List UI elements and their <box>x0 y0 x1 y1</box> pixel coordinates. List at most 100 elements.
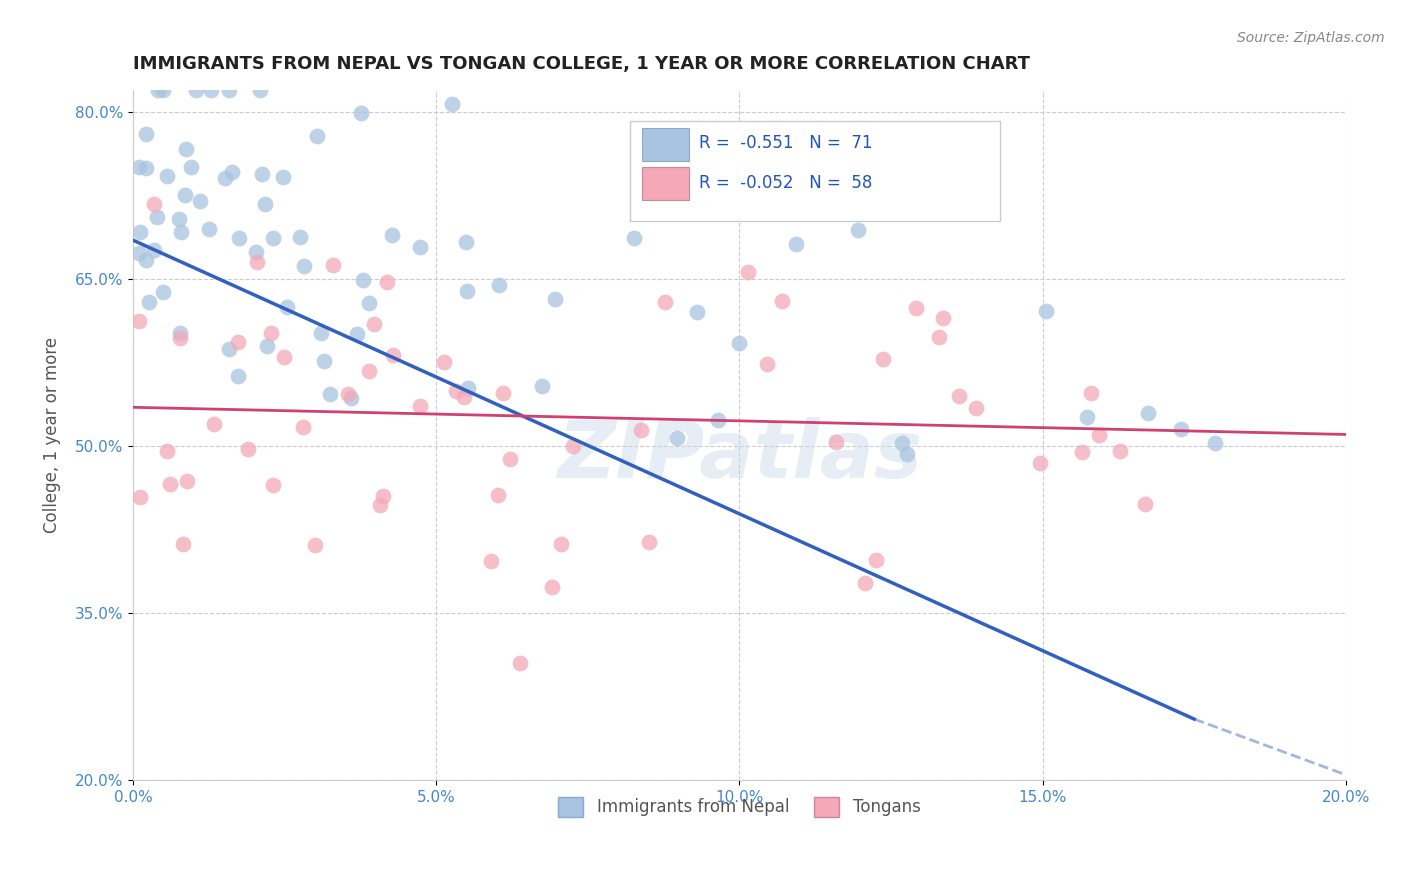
Point <box>226 369 249 384</box>
Point <box>309 326 332 341</box>
Point <box>174 142 197 156</box>
Point <box>965 401 987 416</box>
Text: ZIPatlas: ZIPatlas <box>557 417 922 495</box>
Point <box>686 305 709 319</box>
Point <box>128 160 150 174</box>
Point <box>169 326 191 340</box>
Point <box>544 292 567 306</box>
FancyBboxPatch shape <box>643 128 689 161</box>
Point <box>770 294 793 309</box>
Point <box>253 197 276 211</box>
Point <box>1071 445 1094 459</box>
Point <box>340 391 363 405</box>
Point <box>249 83 271 97</box>
Point <box>322 258 344 272</box>
Point <box>488 277 510 292</box>
Point <box>200 83 222 97</box>
Point <box>666 431 689 445</box>
Point <box>138 294 160 309</box>
Point <box>350 105 373 120</box>
Point <box>456 235 478 250</box>
Point <box>825 435 848 450</box>
Point <box>312 353 335 368</box>
Point <box>156 169 179 183</box>
Point <box>865 553 887 567</box>
Point <box>142 243 165 257</box>
Point <box>176 475 198 489</box>
Point <box>562 439 585 453</box>
Point <box>456 284 478 298</box>
Point <box>368 498 391 512</box>
Point <box>1076 410 1098 425</box>
Point <box>184 83 207 97</box>
Point <box>214 171 236 186</box>
Point <box>226 335 249 350</box>
Point <box>304 538 326 552</box>
Point <box>159 476 181 491</box>
Point <box>904 301 927 315</box>
Point <box>128 490 150 504</box>
Point <box>550 537 572 551</box>
Point <box>1109 444 1132 458</box>
Point <box>756 357 779 371</box>
Point <box>180 160 202 174</box>
Point <box>1080 385 1102 400</box>
Point <box>262 478 284 492</box>
Point <box>319 387 342 401</box>
Point <box>444 384 467 399</box>
Point <box>853 575 876 590</box>
Point <box>143 197 166 211</box>
Point <box>479 554 502 568</box>
Point <box>307 129 329 144</box>
Point <box>146 83 169 97</box>
Point <box>273 351 295 365</box>
Point <box>260 326 283 340</box>
Point <box>896 448 918 462</box>
Point <box>128 226 150 240</box>
Point <box>453 390 475 404</box>
Point <box>228 231 250 245</box>
Point <box>172 536 194 550</box>
Point <box>375 275 398 289</box>
Point <box>357 296 380 310</box>
Point <box>188 194 211 208</box>
Point <box>499 452 522 467</box>
Point <box>337 387 360 401</box>
Point <box>1133 497 1156 511</box>
Text: IMMIGRANTS FROM NEPAL VS TONGAN COLLEGE, 1 YEAR OR MORE CORRELATION CHART: IMMIGRANTS FROM NEPAL VS TONGAN COLLEGE,… <box>134 55 1031 73</box>
Point <box>352 273 374 287</box>
Point <box>170 225 193 239</box>
Point <box>271 169 294 184</box>
Point <box>146 210 169 224</box>
Point <box>256 339 278 353</box>
Point <box>128 246 150 260</box>
Point <box>167 212 190 227</box>
Point <box>637 535 659 549</box>
Point <box>1136 406 1159 420</box>
Point <box>152 83 174 97</box>
Point <box>654 295 676 310</box>
Point <box>948 389 970 403</box>
Point <box>409 399 432 413</box>
Point <box>156 444 179 458</box>
Point <box>1204 436 1226 450</box>
Point <box>846 223 869 237</box>
Point <box>381 227 404 242</box>
Point <box>291 420 314 434</box>
Point <box>221 165 243 179</box>
Point <box>135 161 157 176</box>
Point <box>381 349 404 363</box>
Point <box>202 417 225 432</box>
Y-axis label: College, 1 year or more: College, 1 year or more <box>44 337 60 533</box>
Point <box>457 381 479 395</box>
Point <box>346 326 368 341</box>
Point <box>1170 422 1192 436</box>
Point <box>1028 456 1050 470</box>
Point <box>135 127 157 141</box>
Point <box>1088 428 1111 442</box>
Point <box>238 442 260 457</box>
Point <box>262 231 284 245</box>
Point <box>409 240 432 254</box>
Point <box>932 311 955 326</box>
Point <box>250 167 273 181</box>
